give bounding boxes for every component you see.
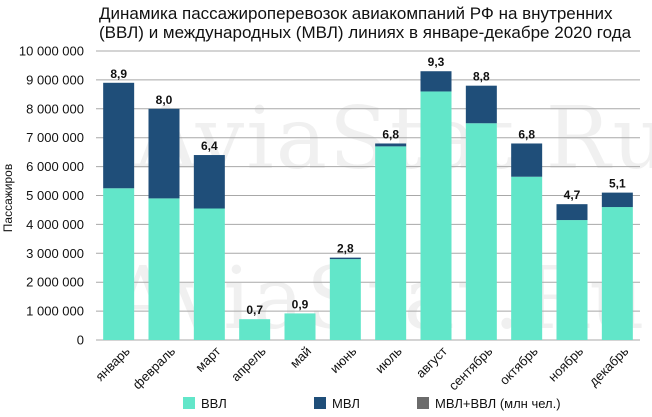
bar-vvl xyxy=(193,208,225,340)
y-tick-label: 2 000 000 xyxy=(26,275,84,290)
bar-vvl xyxy=(239,319,271,340)
y-tick-label: 6 000 000 xyxy=(26,159,84,174)
bar-mvl xyxy=(148,108,180,199)
y-tick-label: 9 000 000 xyxy=(26,72,84,87)
y-tick-label: 3 000 000 xyxy=(26,246,84,261)
bar-vvl xyxy=(601,207,633,340)
x-category-label: январь xyxy=(92,343,133,384)
data-label: 5,1 xyxy=(609,177,626,191)
data-label: 9,3 xyxy=(428,55,445,69)
bar-vvl xyxy=(148,198,180,340)
bar-vvl xyxy=(556,220,588,340)
chart-title-line-2: (ВВЛ) и международных (МВЛ) линиях в янв… xyxy=(99,23,632,42)
y-tick-label: 5 000 000 xyxy=(26,188,84,203)
bar-mvl xyxy=(420,71,452,92)
data-label: 8,0 xyxy=(156,93,173,107)
bar-mvl xyxy=(329,257,361,260)
x-category-label: октябрь xyxy=(497,343,541,387)
bar-vvl xyxy=(284,313,316,340)
legend-swatch xyxy=(417,397,429,409)
legend-label: МВЛ+ВВЛ (млн чел.) xyxy=(435,396,561,411)
bar-vvl xyxy=(103,188,135,340)
y-tick-label: 7 000 000 xyxy=(26,130,84,145)
bar-vvl xyxy=(511,176,543,340)
legend-swatch xyxy=(314,397,326,409)
bar-mvl xyxy=(601,192,633,208)
bar-vvl xyxy=(329,259,361,340)
bar-vvl xyxy=(420,91,452,341)
data-label: 0,7 xyxy=(246,303,263,317)
bar-mvl xyxy=(193,155,225,209)
bar-mvl xyxy=(511,143,543,177)
bar-vvl xyxy=(465,123,497,340)
bar-mvl xyxy=(556,204,588,221)
data-label: 0,9 xyxy=(292,297,309,311)
y-tick-label: 4 000 000 xyxy=(26,217,84,232)
data-label: 6,8 xyxy=(382,127,399,141)
y-tick-label: 0 xyxy=(77,333,84,348)
data-label: 2,8 xyxy=(337,242,354,256)
bars xyxy=(103,71,633,341)
y-tick-label: 10 000 000 xyxy=(19,44,84,59)
legend: ВВЛ МВЛ МВЛ+ВВЛ (млн чел.) xyxy=(183,396,561,411)
data-label: 6,4 xyxy=(201,139,218,153)
gridlines xyxy=(96,50,640,341)
y-tick-label: 1 000 000 xyxy=(26,304,84,319)
data-label: 4,7 xyxy=(564,188,581,202)
bar-mvl xyxy=(375,143,407,147)
bar-vvl xyxy=(375,146,407,340)
legend-swatch xyxy=(183,397,195,409)
x-category-label: декабрь xyxy=(586,343,632,389)
data-label: 8,9 xyxy=(110,67,127,81)
bar-mvl xyxy=(103,82,135,189)
x-category-label: ноябрь xyxy=(545,343,586,384)
chart-title-line-1: Динамика пассажироперевозок авиакомпаний… xyxy=(99,4,613,23)
y-tick-label: 8 000 000 xyxy=(26,101,84,116)
data-label: 6,8 xyxy=(518,127,535,141)
y-axis-ticks: 0 1 000 000 2 000 000 3 000 000 4 000 000 5 0… xyxy=(19,44,84,348)
y-axis-title: Пассажиров xyxy=(1,164,15,232)
bar-mvl xyxy=(465,85,497,124)
legend-label: МВЛ xyxy=(332,396,360,411)
x-category-label: август xyxy=(413,343,450,380)
data-labels: 8,9 8,0 6,4 0,7 0,9 2,8 6,8 9,3 8,8 6,8 4,7 5,1 xyxy=(110,55,626,317)
legend-label: ВВЛ xyxy=(201,396,227,411)
x-category-label: сентябрь xyxy=(446,343,496,393)
x-category-label: апрель xyxy=(228,343,269,384)
data-label: 8,8 xyxy=(473,70,490,84)
x-category-label: февраль xyxy=(130,343,179,392)
